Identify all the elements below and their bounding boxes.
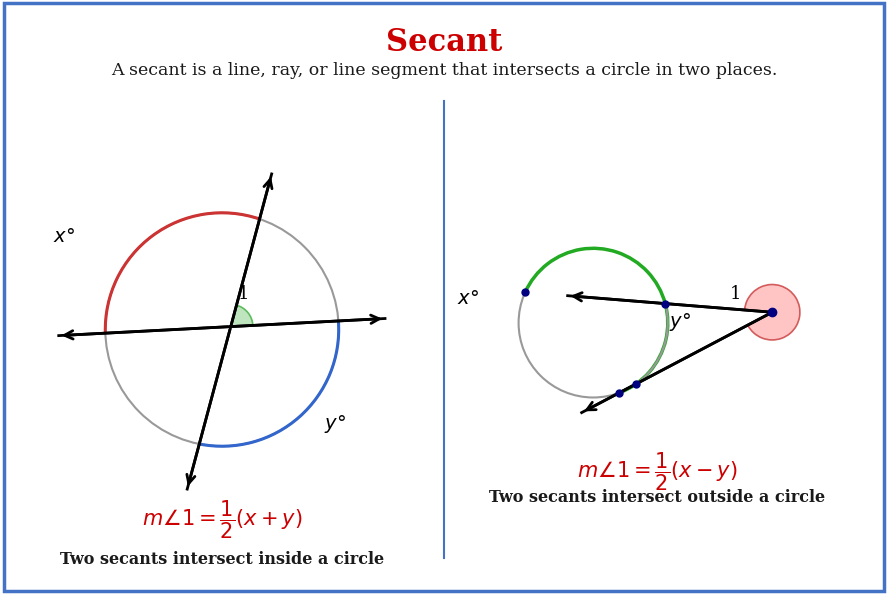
Text: $y°$: $y°$: [324, 413, 346, 435]
Text: $y°$: $y°$: [670, 311, 692, 333]
Wedge shape: [231, 305, 253, 327]
Text: $x°$: $x°$: [52, 228, 75, 246]
Text: 1: 1: [730, 286, 741, 304]
Text: Two secants intersect outside a circle: Two secants intersect outside a circle: [489, 489, 825, 506]
Text: $m\angle1=\dfrac{1}{2}(x+y)$: $m\angle1=\dfrac{1}{2}(x+y)$: [142, 499, 302, 541]
Text: A secant is a line, ray, or line segment that intersects a circle in two places.: A secant is a line, ray, or line segment…: [111, 62, 777, 80]
Text: $m\angle1=\dfrac{1}{2}(x-y)$: $m\angle1=\dfrac{1}{2}(x-y)$: [577, 451, 737, 493]
Wedge shape: [745, 285, 800, 340]
Text: Secant: Secant: [385, 27, 503, 58]
Text: Two secants intersect inside a circle: Two secants intersect inside a circle: [59, 551, 385, 568]
Text: $x°$: $x°$: [456, 290, 479, 308]
Text: 1: 1: [238, 285, 250, 302]
